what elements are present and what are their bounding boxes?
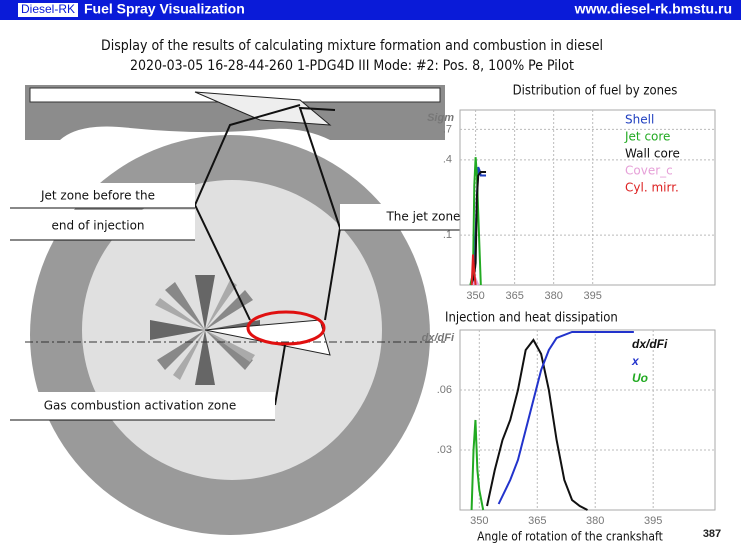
annotation: Jet zone before the: [40, 189, 155, 203]
y-tick-label: .7: [443, 123, 452, 135]
legend-label: dx/dFi: [632, 337, 668, 351]
y-axis-label: Sigm: [427, 112, 454, 124]
subtitle: 2020-03-05 16-28-44-260 1-PDG4D III Mode…: [130, 58, 574, 74]
x-tick-label: 395: [584, 290, 602, 302]
y-tick-label: .1: [443, 229, 452, 241]
legend-label: Cyl. mirr.: [625, 181, 679, 195]
legend-label: Cover_c: [625, 164, 673, 178]
x-tick-label: 380: [586, 515, 604, 527]
annotation: end of injection: [51, 219, 144, 233]
legend-label: Wall core: [625, 147, 680, 161]
x-axis-label: Angle of rotation of the crankshaft: [477, 530, 663, 544]
y-tick-label: .06: [437, 384, 452, 396]
annotation: Gas combustion activation zone: [44, 399, 237, 413]
header-url: www.diesel-rk.bmstu.ru: [574, 1, 732, 17]
x-tick-label: 350: [466, 290, 484, 302]
x-tick-label: 395: [644, 515, 662, 527]
legend-label: Uo: [632, 371, 648, 385]
x-tick-label: 350: [470, 515, 488, 527]
page: {"header": {"tag": "Diesel-RK", "title":…: [0, 0, 741, 545]
legend-label: Shell: [625, 113, 654, 127]
plot-area: [460, 330, 715, 510]
legend-label: x: [631, 354, 640, 368]
plot-area: [460, 110, 715, 285]
page-number: 387: [703, 528, 721, 540]
y-tick-label: .03: [437, 444, 452, 456]
x-tick-label: 365: [505, 290, 523, 302]
y-tick-label: .4: [443, 154, 452, 166]
y-axis-label: dx/dFi: [422, 332, 455, 344]
slide: Diesel-RK Fuel Spray Visualization www.d…: [0, 0, 741, 545]
header-tag: Diesel-RK: [21, 2, 75, 16]
subtitle: Display of the results of calculating mi…: [101, 38, 603, 54]
x-tick-label: 380: [544, 290, 562, 302]
header-title: Fuel Spray Visualization: [84, 1, 245, 17]
chart-title: Injection and heat dissipation: [445, 311, 618, 326]
legend-label: Jet core: [624, 130, 670, 144]
chart-title: Distribution of fuel by zones: [513, 84, 678, 99]
x-tick-label: 365: [528, 515, 546, 527]
